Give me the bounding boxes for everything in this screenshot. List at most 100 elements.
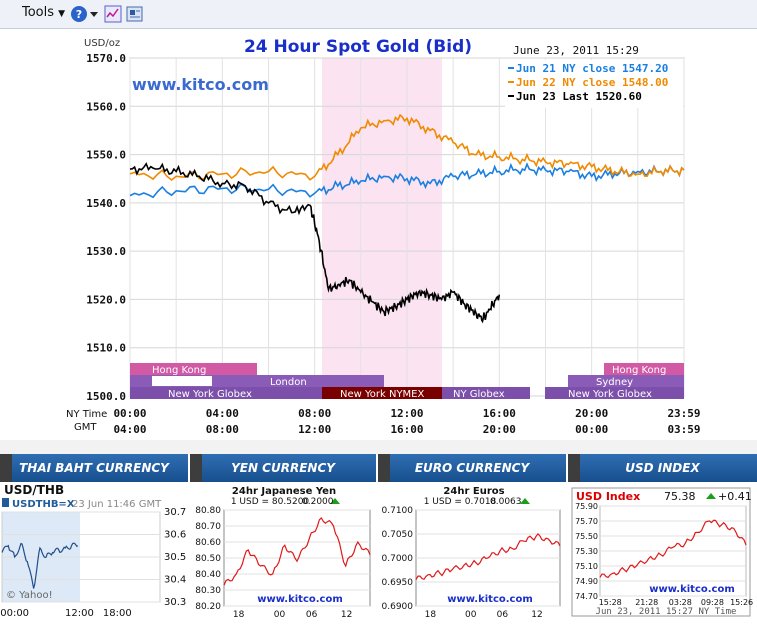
session-label: New York Globex [168,389,252,400]
euro-chart: 24hr Euros 1 USD = 0.7018 0.0063 www.kit… [382,486,561,620]
y-tick-label: 75.30 [575,547,598,556]
session-label: Hong Kong [152,365,206,376]
x-tick-label: 23:59 [667,407,700,420]
up-arrow-icon [330,498,340,504]
up-arrow-icon [520,498,530,504]
panel-tag [0,454,12,482]
panel-header: YEN CURRENCY [190,454,376,482]
tools-menu[interactable]: Tools ▼ [22,5,65,20]
chevron-down-icon: ▼ [58,9,66,19]
x-tick-label: 06 [497,610,509,620]
x-tick-label: 18 [233,610,245,620]
series-lines [129,113,685,324]
x-tick-label: 04:00 [206,407,239,420]
y-tick-label: 0.7000 [382,554,414,564]
panel-tag [568,454,580,482]
x-tick-label: 08:00 [298,407,331,420]
x-tick-label: 09:28 [701,598,724,607]
session-nymex [322,387,442,399]
x-tick-label: 16:00 [390,423,423,436]
y-tick-label: 80.50 [195,554,221,564]
y-tick-label: 30.3 [164,597,186,608]
x-tick-label: 15:26 [730,598,753,607]
x-tick-label: 00 [465,610,477,620]
y-tick-label: 80.40 [195,570,221,580]
session-label: Sydney [596,377,633,388]
x-tick-label: 03:59 [667,423,700,436]
y-tick-label: 0.7100 [382,506,414,516]
y-tick-label: 1530.0 [86,245,126,258]
x-tick-label: 00:00 [113,407,146,420]
yen-watermark: www.kitco.com [257,594,343,605]
unit-label: USD/oz [84,38,120,49]
y-tick-label: 30.4 [164,575,186,586]
session-hongkong-1 [130,363,257,375]
blog-button[interactable] [126,5,144,27]
help-button[interactable]: ? [70,4,100,28]
series-line [129,162,685,199]
y-tick-label: 80.20 [195,602,221,612]
x-tick-label: 12:00 [390,407,423,420]
panel-header: USD INDEX [568,454,757,482]
x-tick-label: 12 [341,610,352,620]
panel-divider [0,440,757,454]
series-line [415,532,561,581]
x-tick-label: 04:00 [113,423,146,436]
usd-index-panel: USD INDEX USD Index 75.38 +0.41 www.kitc… [568,454,757,624]
y-tick-label: 0.7050 [382,530,414,540]
euro-change: 0.0063 [490,497,522,507]
x-tick-label: 18 [425,610,437,620]
x-tick-label: 15:28 [599,598,622,607]
gmt-label: GMT [74,422,97,433]
euro-title: 24hr Euros [443,486,504,497]
x-tick-label: 12:00 [298,423,331,436]
x-tick-label: 12 [531,610,542,620]
euro-panel: EURO CURRENCY 24hr Euros 1 USD = 0.7018 … [378,454,568,624]
session-nyglobex-1 [130,387,384,399]
help-icon: ? [71,6,98,22]
series-line [129,113,685,182]
usd-watermark: www.kitco.com [649,584,735,595]
y-tick-label: 1510.0 [86,342,126,355]
session-label: NY Globex [453,389,505,400]
session-label: New York Globex [568,389,652,400]
research-button[interactable] [104,5,122,27]
y-tick-label: 80.60 [195,538,221,548]
x-tick-label: 08:00 [206,423,239,436]
y-tick-label: 30.5 [164,552,186,563]
y-tick-label: 1540.0 [86,197,126,210]
watermark: www.kitco.com [132,75,269,94]
thb-title: USD/THB [4,483,64,497]
euro-quote: 1 USD = 0.7018 [424,497,497,507]
x-tick-label: 20:00 [483,423,516,436]
y-tick-label: 30.7 [164,507,186,518]
x-tick-label: 21:28 [635,598,658,607]
thb-symbol: USDTHB=X [12,499,75,510]
toolbar: Tools ▼ ? [0,0,757,29]
y-tick-label: 1570.0 [86,52,126,65]
euro-watermark: www.kitco.com [447,594,533,605]
session-label: New York NYMEX [340,389,425,400]
y-tick-label: 1520.0 [86,293,126,306]
chart-timestamp: June 23, 2011 15:29 [513,44,639,57]
chart-title: 24 Hour Spot Gold (Bid) [244,37,472,57]
x-tick-label: 06 [306,610,318,620]
x-axis: 00:00 04:00 08:00 12:00 16:00 20:00 23:59 04:00… [113,407,700,436]
x-tick-label: 03:28 [669,598,692,607]
up-arrow-icon [706,493,716,499]
session-sydney [568,375,684,387]
legend-entry: Jun 22 NY close 1548.00 [516,76,668,89]
x-tick-label: 20:00 [575,407,608,420]
y-tick-label: 0.6900 [382,602,414,612]
legend [505,60,683,108]
yen-chart: 24hr Japanese Yen 1 USD = 80.5200 0.2000… [195,486,371,620]
series-line [223,517,371,586]
y-tick-label: 80.30 [195,586,221,596]
yen-quote: 1 USD = 80.5200 [231,497,310,507]
y-tick-label: 1550.0 [86,149,126,162]
tools-label: Tools [22,5,55,20]
session-nyglobex-2 [442,387,530,399]
yen-change: 0.2000 [302,497,334,507]
usd-value: 75.38 [664,490,696,503]
